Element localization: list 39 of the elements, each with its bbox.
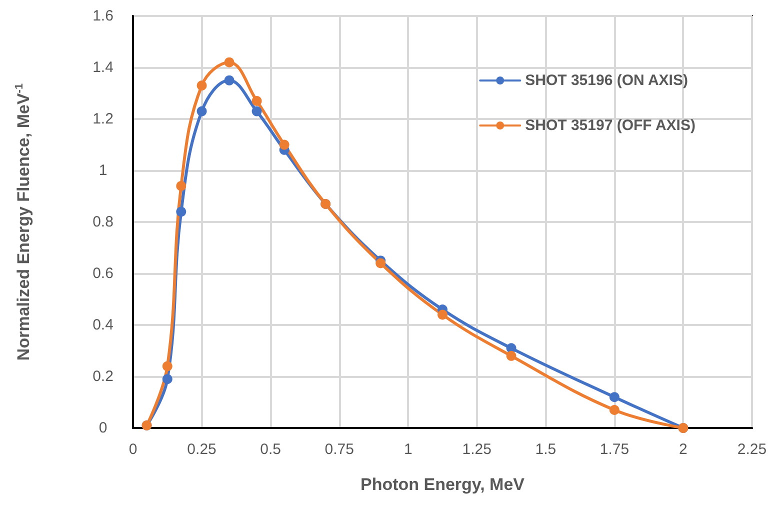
- y-tick-label: 1: [98, 162, 108, 179]
- x-tick-label: 0.75: [324, 441, 354, 458]
- point: [176, 180, 186, 191]
- point: [224, 75, 234, 86]
- x-axis-title: Photon Energy, MeV: [360, 475, 526, 494]
- y-tick-label: 0.4: [92, 316, 114, 334]
- point: [609, 392, 620, 402]
- point: [196, 80, 207, 91]
- y-tick-label: 0.8: [92, 214, 114, 230]
- point: [438, 310, 448, 320]
- x-tick-label: 0.5: [260, 441, 281, 458]
- y-tick-label: 0: [98, 420, 108, 436]
- x-tick-label: 1.5: [535, 441, 556, 458]
- point: [252, 96, 262, 106]
- x-tick-label: 1: [404, 441, 412, 458]
- point: [506, 350, 516, 361]
- x-tick-label: 0.25: [187, 441, 216, 458]
- point: [162, 361, 172, 372]
- point: [609, 404, 620, 415]
- y-axis-title: Normalized Energy Fluence, MeV-1: [14, 83, 33, 361]
- x-tick-label: 2.25: [737, 441, 767, 458]
- point: [162, 374, 172, 384]
- point: [252, 106, 262, 116]
- y-tick-label: 1.2: [92, 110, 114, 128]
- point: [224, 57, 234, 68]
- x-tick-label: 1.75: [600, 441, 630, 458]
- x-tick-label: 2: [679, 441, 688, 458]
- point: [196, 106, 207, 116]
- y-tick-label: 1.6: [92, 8, 114, 24]
- point: [279, 140, 290, 150]
- point: [176, 206, 186, 217]
- y-tick-label: 0.2: [92, 368, 114, 385]
- x-tick-label: 1.25: [462, 441, 492, 458]
- legend-label: SHOT 35196 (ON AXIS): [525, 72, 688, 89]
- y-tick-label: 1.4: [92, 59, 114, 76]
- y-tick-label: 0.6: [92, 265, 114, 282]
- x-tick-label: 0: [128, 441, 138, 458]
- point: [376, 258, 386, 268]
- legend-label: SHOT 35197 (OFF AXIS): [525, 117, 696, 134]
